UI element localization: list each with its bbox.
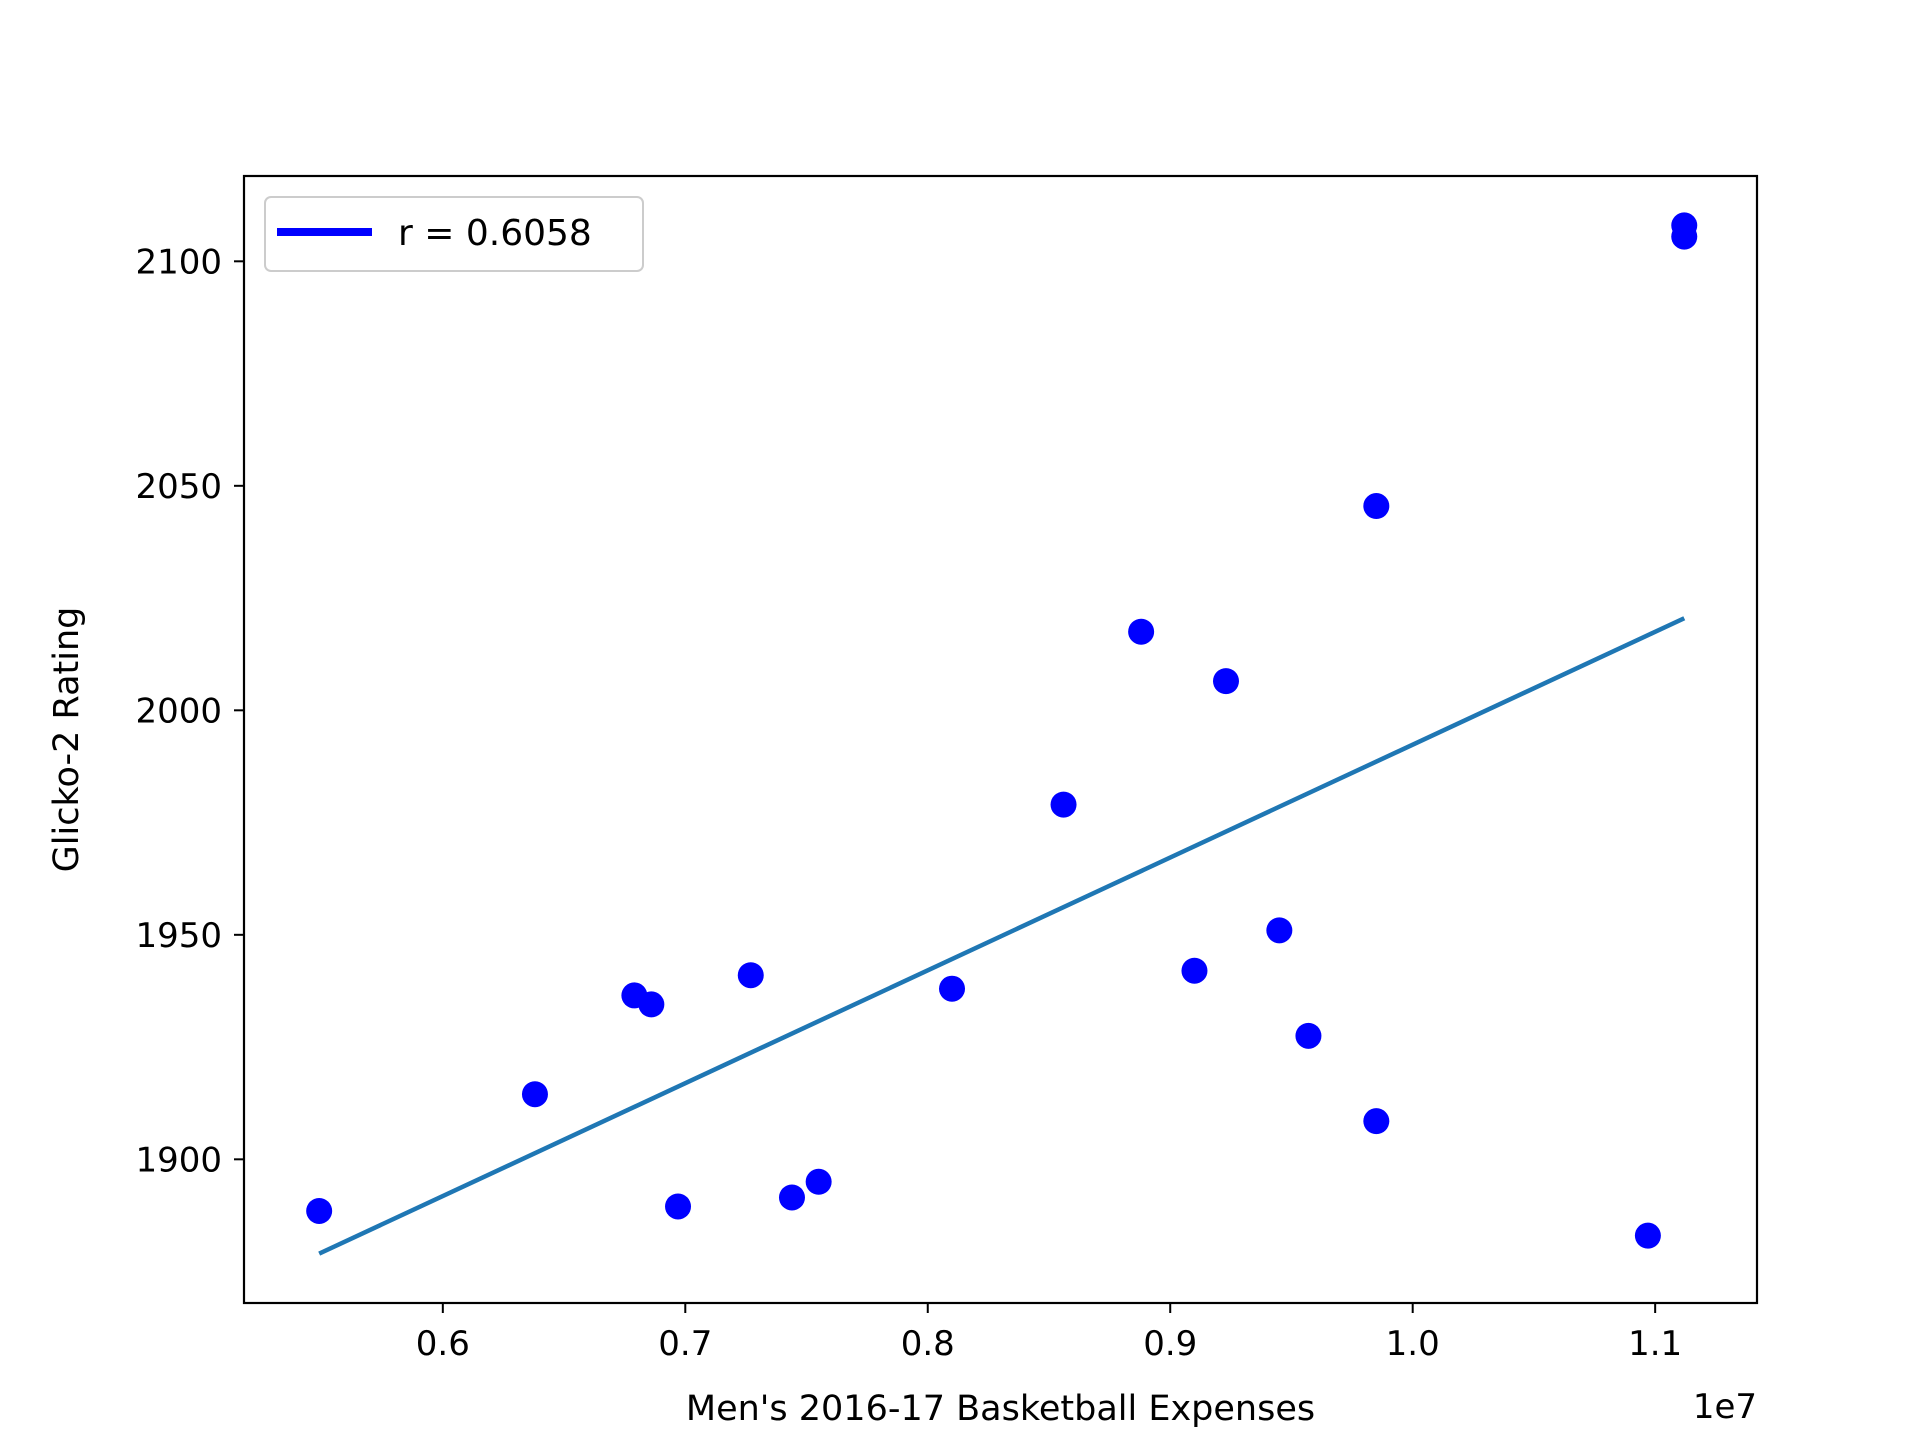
scatter-point-10 (1050, 791, 1077, 818)
x-tick-label-5: 1.0 (1386, 1324, 1440, 1364)
y-tick-label-3: 2000 (135, 691, 222, 731)
y-tick-label-1: 1900 (135, 1140, 222, 1180)
scatter-point-7 (778, 1184, 805, 1211)
legend-box (264, 196, 644, 272)
scatter-point-16 (1363, 493, 1390, 520)
scatter-point-1 (306, 1197, 333, 1224)
x-axis-title: Men's 2016-17 Basketball Expenses (686, 1389, 1315, 1429)
scatter-point-15 (1295, 1022, 1322, 1049)
legend: r = 0.6058 (264, 196, 644, 272)
scatter-point-20 (1671, 223, 1698, 250)
scatter-point-5 (665, 1193, 692, 1220)
x-tick-label-1: 0.6 (416, 1324, 470, 1364)
x-axis-offset-label: 1e7 (1693, 1387, 1757, 1427)
scatter-point-11 (1128, 618, 1155, 645)
x-tick-label-6: 1.1 (1628, 1324, 1682, 1364)
x-axis-ticks: 0.6 0.7 0.8 0.9 1.0 1.1 (416, 1303, 1682, 1364)
scatter-point-6 (737, 962, 764, 989)
scatter-point-12 (1181, 957, 1208, 984)
scatter-point-2 (521, 1081, 548, 1108)
plot-frame (242, 174, 1759, 1305)
scatter-point-18 (1634, 1222, 1661, 1249)
chart-marks (306, 212, 1698, 1256)
scatter-point-14 (1266, 917, 1293, 944)
scatter-point-17 (1363, 1108, 1390, 1135)
regression-line (318, 616, 1686, 1256)
scatter-point-9 (939, 975, 966, 1002)
x-tick-label-3: 0.8 (901, 1324, 955, 1364)
scatter-point-8 (805, 1168, 832, 1195)
x-tick-label-4: 0.9 (1143, 1324, 1197, 1364)
legend-label: r = 0.6058 (398, 213, 592, 254)
y-axis-title: Glicko-2 Rating (47, 607, 87, 873)
y-tick-label-5: 2100 (135, 242, 222, 282)
x-tick-label-2: 0.7 (658, 1324, 712, 1364)
scatter-point-4 (638, 991, 665, 1018)
y-axis-ticks: 1900 1950 2000 2050 2100 (135, 242, 244, 1180)
y-tick-label-4: 2050 (135, 467, 222, 507)
y-tick-label-2: 1950 (135, 916, 222, 956)
scatter-point-13 (1212, 668, 1239, 695)
